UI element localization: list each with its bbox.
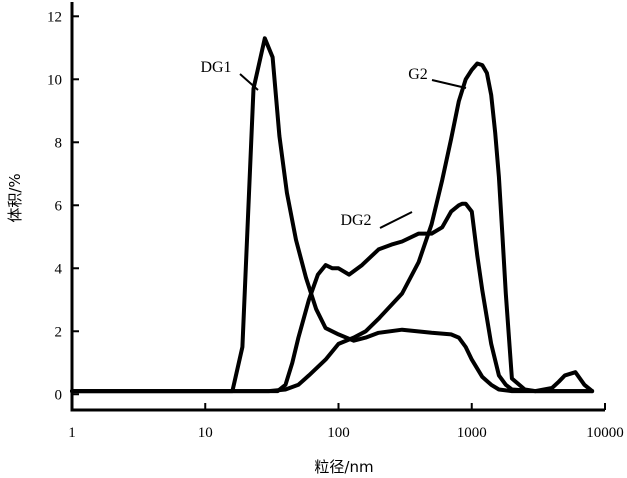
y-tick-label: 2 xyxy=(55,324,63,340)
series-line-dg2 xyxy=(70,201,595,394)
x-tick-label: 100 xyxy=(327,425,350,441)
series-line-dg1 xyxy=(70,36,595,394)
annotation-label-dg1: DG1 xyxy=(200,59,231,76)
series-layer xyxy=(70,36,595,394)
y-tick-label: 8 xyxy=(55,135,63,151)
x-axis-title: 粒径/nm xyxy=(314,458,373,476)
x-tick-label: 10 xyxy=(198,425,213,441)
ticks: 0 2 4 6 8 10 12 1 10 100 1000 10000 xyxy=(47,9,624,441)
annotation-leader-g2 xyxy=(431,79,467,89)
annotation-leader-dg1 xyxy=(239,73,259,91)
x-tick-label: 1 xyxy=(68,425,76,441)
series-line-g2 xyxy=(70,61,595,394)
y-tick-label: 6 xyxy=(55,198,63,214)
axis-frame xyxy=(70,2,605,412)
y-axis-title: 体积/% xyxy=(6,173,24,222)
annotation-leader-dg2 xyxy=(379,211,413,229)
annotation-label-g2: G2 xyxy=(408,66,428,83)
y-tick-label: 12 xyxy=(47,9,62,25)
annotation-label-dg2: DG2 xyxy=(340,212,371,229)
y-tick-label: 4 xyxy=(55,261,63,277)
y-tick-label: 10 xyxy=(47,72,62,88)
x-tick-label: 1000 xyxy=(457,425,487,441)
axes xyxy=(70,2,605,412)
y-tick-label: 0 xyxy=(55,387,63,403)
x-tick-label: 10000 xyxy=(586,425,624,441)
annotation-layer: DG1 DG2 G2 xyxy=(200,59,467,229)
